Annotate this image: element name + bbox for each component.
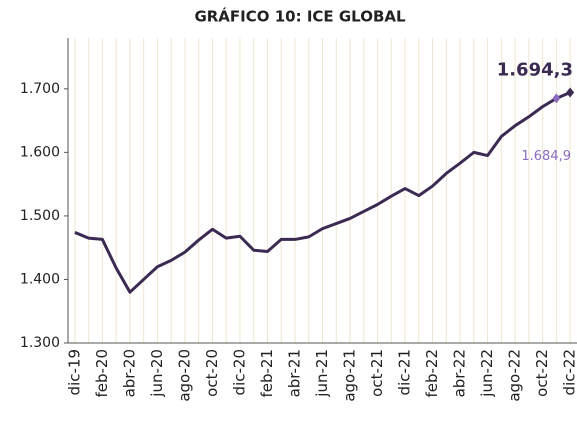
x-tick-label: feb-20 [93,349,111,398]
marker [566,87,575,98]
line [74,91,571,294]
chart-title: GRÁFICO 10: ICE GLOBAL [194,7,406,26]
x-tick-label: jun-21 [313,349,331,398]
x-tick-label: ago-22 [506,349,524,402]
x-tick-label: ago-20 [175,349,193,402]
y-tick-label: 1.400 [20,271,60,287]
x-tick-label: dic-20 [230,349,248,395]
x-tick-label: feb-22 [423,349,441,398]
y-tick-label: 1.500 [20,208,60,224]
x-tick-label: oct-21 [368,349,386,397]
x-tick-label: abr-21 [285,349,303,397]
x-tick-label: jun-20 [148,349,166,398]
data-label: 1.694,3 [497,59,573,80]
x-tick-label: ago-21 [341,349,359,402]
y-tick-label: 1.600 [20,144,60,160]
x-tick-label: feb-21 [258,349,276,398]
y-tick-label: 1.700 [20,81,60,97]
x-tick-label: dic-19 [65,349,83,395]
x-tick-label: oct-20 [203,349,221,397]
x-tick-label: dic-22 [561,349,577,395]
x-tick-label: oct-22 [533,349,551,397]
x-tick-label: jun-22 [478,349,496,398]
x-tick-label: abr-22 [451,349,469,397]
y-tick-label: 1.300 [20,335,60,351]
x-tick-label: dic-21 [396,349,414,395]
data-label: 1.684,9 [521,149,571,164]
x-tick-label: abr-20 [120,349,138,397]
marker [552,93,561,104]
